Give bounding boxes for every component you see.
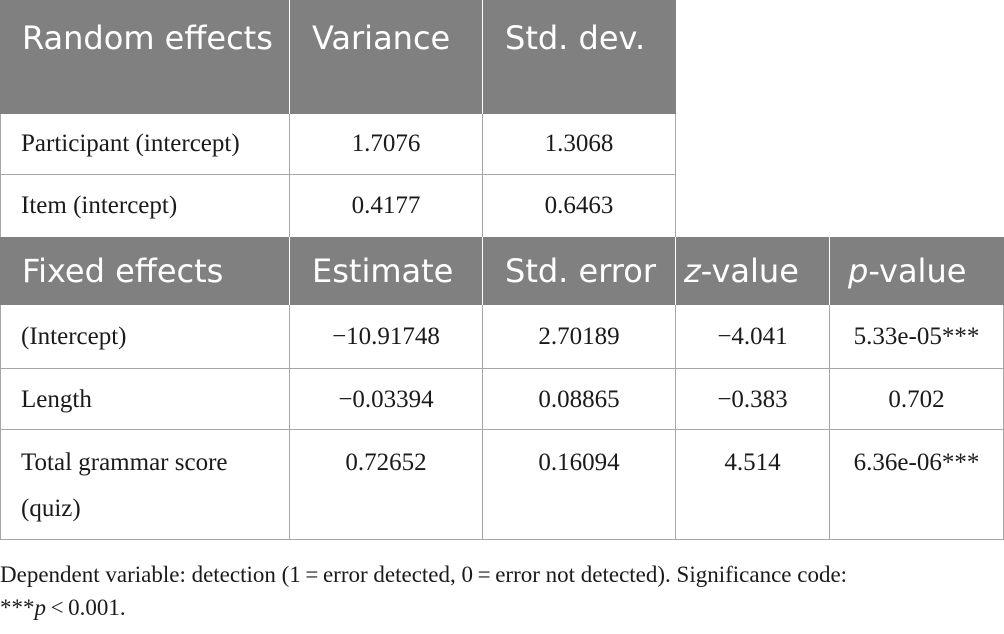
cell-text: Item (intercept) bbox=[21, 192, 178, 219]
cell-text: 0.702 bbox=[888, 386, 945, 413]
table-cell: 5.33e-05*** bbox=[830, 305, 1004, 369]
table-cell: 1.3068 bbox=[483, 114, 676, 175]
p-value-header-italic: p bbox=[848, 252, 869, 290]
std-error-header: Std. error bbox=[483, 237, 676, 305]
significance-threshold: < 0.001. bbox=[46, 595, 126, 620]
cell-text: −4.041 bbox=[717, 323, 788, 350]
cell-text: −0.383 bbox=[717, 386, 788, 413]
cell-text: (Intercept) bbox=[21, 323, 127, 350]
random-effects-header: Random effects bbox=[0, 0, 290, 114]
cell-text: Participant (intercept) bbox=[21, 130, 240, 157]
table-cell: −4.041 bbox=[676, 305, 830, 369]
cell-text: 5.33e-05*** bbox=[853, 323, 980, 350]
regression-table: Random effects Variance Std. dev. Partic… bbox=[0, 0, 1004, 540]
table-footnote: Dependent variable: detection (1 = error… bbox=[0, 558, 1000, 624]
random-effects-header-label: Random effects bbox=[22, 19, 273, 57]
fixed-effects-header-label: Fixed effects bbox=[22, 252, 224, 290]
std-error-header-label: Std. error bbox=[505, 252, 656, 290]
table-cell: 0.08865 bbox=[483, 369, 676, 430]
cell-text: 0.72652 bbox=[345, 449, 427, 476]
cell-text: 2.70189 bbox=[538, 323, 620, 350]
std-dev-header-label: Std. dev. bbox=[505, 19, 646, 57]
std-dev-header: Std. dev. bbox=[483, 0, 676, 114]
variance-header: Variance bbox=[290, 0, 483, 114]
p-value-header: p-value bbox=[830, 237, 1004, 305]
cell-text: 1.3068 bbox=[544, 130, 614, 157]
cell-text: 0.08865 bbox=[538, 386, 620, 413]
table-row-label: Length bbox=[0, 369, 290, 430]
cell-text: 4.514 bbox=[724, 449, 781, 476]
footnote-line-2: ***p < 0.001. bbox=[0, 591, 1000, 624]
cell-text: Total grammar score (quiz) bbox=[21, 449, 228, 522]
significance-stars: *** bbox=[0, 595, 35, 620]
cell-text: 0.4177 bbox=[351, 192, 421, 219]
table-cell: 0.16094 bbox=[483, 430, 676, 540]
variance-header-label: Variance bbox=[312, 19, 451, 57]
table-cell: 0.72652 bbox=[290, 430, 483, 540]
cell-text: 1.7076 bbox=[351, 130, 421, 157]
table-row-label: Total grammar score (quiz) bbox=[0, 430, 290, 540]
p-value-header-label: -value bbox=[868, 252, 967, 290]
table-cell: 0.702 bbox=[830, 369, 1004, 430]
table-cell: 4.514 bbox=[676, 430, 830, 540]
cell-text: 0.6463 bbox=[544, 192, 614, 219]
z-value-header-italic: z bbox=[684, 252, 701, 290]
p-symbol: p bbox=[34, 595, 47, 620]
estimate-header-label: Estimate bbox=[312, 252, 454, 290]
table-cell: 0.6463 bbox=[483, 175, 676, 237]
cell-text: 6.36e-06*** bbox=[853, 449, 980, 476]
table-cell: −0.383 bbox=[676, 369, 830, 430]
cell-text: −10.91748 bbox=[332, 323, 440, 350]
table-cell: −10.91748 bbox=[290, 305, 483, 369]
table-cell: 2.70189 bbox=[483, 305, 676, 369]
cell-text: Length bbox=[21, 386, 92, 413]
table-row-label: Participant (intercept) bbox=[0, 114, 290, 175]
fixed-effects-header: Fixed effects bbox=[0, 237, 290, 305]
table-cell: 6.36e-06*** bbox=[830, 430, 1004, 540]
table-cell: 0.4177 bbox=[290, 175, 483, 237]
cell-text: 0.16094 bbox=[538, 449, 620, 476]
estimate-header: Estimate bbox=[290, 237, 483, 305]
table-cell: −0.03394 bbox=[290, 369, 483, 430]
z-value-header-label: -value bbox=[700, 252, 799, 290]
table-row-label: Item (intercept) bbox=[0, 175, 290, 237]
table-row-label: (Intercept) bbox=[0, 305, 290, 369]
footnote-line-1: Dependent variable: detection (1 = error… bbox=[0, 562, 848, 587]
z-value-header: z-value bbox=[676, 237, 830, 305]
cell-text: −0.03394 bbox=[338, 386, 434, 413]
table-cell: 1.7076 bbox=[290, 114, 483, 175]
